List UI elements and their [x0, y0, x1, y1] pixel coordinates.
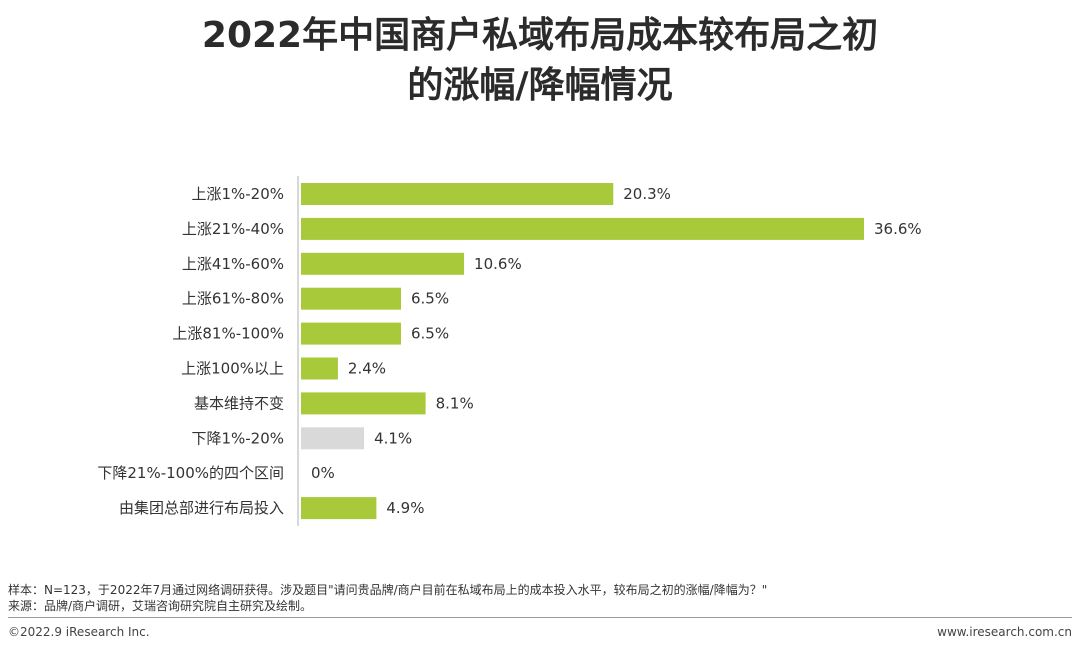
value-label: 20.3% — [623, 185, 671, 203]
category-label: 基本维持不变 — [194, 394, 284, 412]
category-label: 上涨81%-100% — [172, 325, 284, 343]
category-label: 下降1%-20% — [191, 429, 284, 447]
bar-chart: 上涨1%-20% 20.3% 上涨21%-40% 36.6% 上涨41%-60% 10.6… — [97, 176, 922, 526]
copyright-text: ©2022.9 iResearch Inc. — [8, 625, 150, 639]
value-label: 36.6% — [874, 220, 922, 238]
bar — [301, 392, 426, 415]
bar — [301, 217, 864, 240]
category-label: 上涨21%-40% — [182, 220, 284, 238]
source-note: 来源：品牌/商户调研，艾瑞咨询研究院自主研究及绘制。 — [8, 599, 313, 613]
chart-title-line-2: 的涨幅/降幅情况 — [407, 65, 673, 106]
category-label: 上涨61%-80% — [182, 290, 284, 308]
chart-title-line-1: 2022年中国商户私域布局成本较布局之初 — [201, 15, 879, 56]
footer-divider — [8, 617, 1072, 618]
value-label: 6.5% — [411, 290, 449, 308]
bar — [301, 357, 338, 380]
category-label: 上涨41%-60% — [182, 255, 284, 273]
category-label: 下降21%-100%的四个区间 — [97, 464, 284, 482]
bar — [301, 322, 401, 345]
value-label: 10.6% — [474, 255, 522, 273]
bar — [301, 287, 401, 310]
bar — [301, 497, 377, 520]
value-label: 0% — [311, 464, 335, 482]
value-label: 8.1% — [436, 394, 474, 412]
value-label: 4.9% — [386, 499, 424, 517]
category-label: 上涨1%-20% — [191, 185, 284, 203]
bar — [301, 183, 614, 205]
category-label: 上涨100%以上 — [181, 360, 284, 378]
value-label: 2.4% — [348, 360, 386, 378]
category-label: 由集团总部进行布局投入 — [119, 499, 284, 517]
bar — [301, 252, 465, 275]
value-label: 6.5% — [411, 325, 449, 343]
sample-note: 样本：N=123，于2022年7月通过网络调研获得。涉及题目"请问贵品牌/商户目… — [8, 583, 768, 597]
bar — [301, 427, 365, 450]
website-text: www.iresearch.com.cn — [937, 625, 1072, 639]
value-label: 4.1% — [374, 429, 412, 447]
